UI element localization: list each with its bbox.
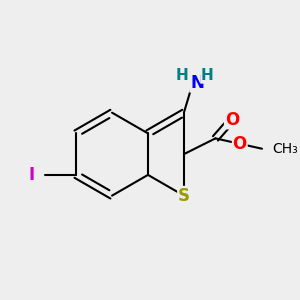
Text: H: H	[176, 68, 189, 83]
Text: CH₃: CH₃	[272, 142, 298, 156]
Text: H: H	[201, 68, 214, 83]
Text: N: N	[190, 74, 204, 92]
Text: I: I	[28, 166, 34, 184]
Text: O: O	[232, 135, 247, 153]
Text: S: S	[178, 187, 190, 205]
Text: O: O	[225, 111, 239, 129]
